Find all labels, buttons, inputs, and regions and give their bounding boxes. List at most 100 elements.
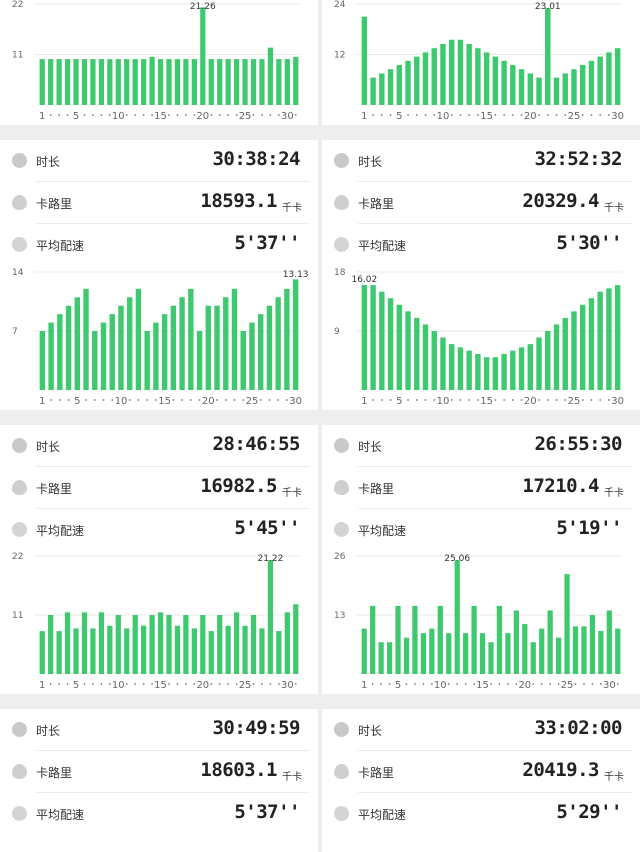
x-tick-dot (185, 114, 187, 116)
bar (496, 605, 503, 674)
bar (387, 298, 394, 390)
x-tick-label: 20 (196, 680, 209, 691)
x-tick-dot (372, 399, 374, 401)
bar (64, 59, 71, 105)
calories-label: 卡路里 (36, 482, 73, 496)
x-tick-dot (371, 683, 374, 685)
bar (293, 56, 299, 105)
bar (579, 65, 586, 105)
bar (396, 304, 403, 390)
x-tick-dot (134, 683, 137, 685)
x-tick-dot (181, 399, 184, 401)
x-tick-dot (58, 399, 61, 401)
x-tick-label: 20 (202, 396, 215, 407)
x-tick-dot (100, 114, 103, 116)
x-tick-label: 15 (476, 680, 489, 691)
bar (73, 628, 79, 674)
x-tick-dot (252, 114, 255, 116)
x-tick-dot (252, 683, 255, 685)
duration-value: 26:55:30 (534, 433, 622, 455)
bar (200, 7, 206, 106)
calories-row: 卡路里 17210.4 千卡 (322, 467, 632, 509)
chart-panel: 22 11 21.22 1 5 10 15 20 25 30 (0, 552, 318, 694)
bar (179, 297, 185, 390)
x-tick-dot (532, 683, 535, 685)
duration-label: 时长 (36, 440, 61, 454)
x-tick-dot (176, 683, 179, 685)
x-tick-dot (235, 114, 238, 116)
x-tick-dot (242, 399, 245, 401)
pace-value: 5'30'' (556, 232, 622, 254)
x-tick-label: 1 (39, 111, 45, 122)
bar (144, 331, 150, 390)
y-tick-label: 11 (12, 51, 23, 61)
x-tick-label: 20 (524, 396, 537, 407)
bar (370, 605, 376, 674)
bar (510, 65, 516, 105)
x-tick-dot (198, 399, 201, 401)
bar (250, 615, 257, 674)
bar (527, 344, 534, 390)
x-tick-dot (235, 683, 238, 685)
bar (598, 630, 604, 674)
bar (267, 47, 274, 105)
bar (361, 16, 368, 105)
bar (284, 288, 290, 390)
x-tick-dot (168, 114, 170, 116)
bar (405, 311, 411, 390)
bar (284, 59, 290, 105)
flame-icon (334, 195, 349, 210)
x-tick-dot (125, 114, 128, 116)
pace-label: 平均配速 (36, 524, 85, 538)
bar (208, 631, 214, 674)
bar (141, 625, 147, 674)
x-tick-dot (218, 114, 221, 116)
x-tick-dot (102, 399, 105, 401)
x-tick-dot (450, 114, 453, 116)
bar (378, 642, 384, 674)
x-tick-dot (210, 114, 213, 116)
duration-label: 时长 (358, 440, 383, 454)
x-tick-dot (218, 683, 221, 685)
bar (149, 615, 155, 674)
peak-value-label: 21.26 (190, 2, 216, 12)
bar (518, 347, 525, 390)
bar (115, 59, 121, 105)
bar (606, 288, 612, 390)
bar (233, 59, 240, 105)
x-tick-label: 15 (480, 111, 493, 122)
x-tick-label: 5 (396, 396, 402, 407)
bar (564, 574, 570, 674)
x-tick-dot (549, 683, 552, 685)
bar (276, 631, 282, 674)
pace-row: 平均配速 5'45'' (0, 509, 310, 551)
calories-value: 18603.1 (200, 759, 277, 781)
x-tick-dot (468, 114, 471, 116)
pace-value: 5'45'' (234, 517, 300, 539)
x-tick-dot (277, 114, 280, 116)
x-tick-dot (224, 399, 227, 401)
x-tick-dot (277, 399, 280, 401)
pace-row: 平均配速 5'37'' (0, 793, 310, 835)
bar (233, 612, 240, 674)
duration-value: 33:02:00 (534, 717, 622, 739)
bar (57, 314, 63, 390)
calories-unit: 千卡 (282, 203, 302, 214)
x-tick-dot (590, 114, 593, 116)
bar (124, 628, 130, 674)
x-tick-dot (424, 399, 427, 401)
x-tick-dot (422, 683, 425, 685)
bar (562, 317, 568, 390)
x-tick-label: 5 (73, 111, 79, 122)
bar (555, 637, 562, 674)
x-tick-dot (108, 683, 111, 685)
x-tick-label: 10 (112, 680, 125, 691)
speedometer-icon (334, 522, 349, 537)
duration-row: 时长 32:52:32 (322, 140, 632, 182)
speedometer-icon (334, 237, 349, 252)
speedometer-icon (334, 806, 349, 821)
x-tick-dot (83, 114, 86, 116)
calories-value: 16982.5 (200, 475, 277, 497)
x-tick-dot (590, 399, 593, 401)
